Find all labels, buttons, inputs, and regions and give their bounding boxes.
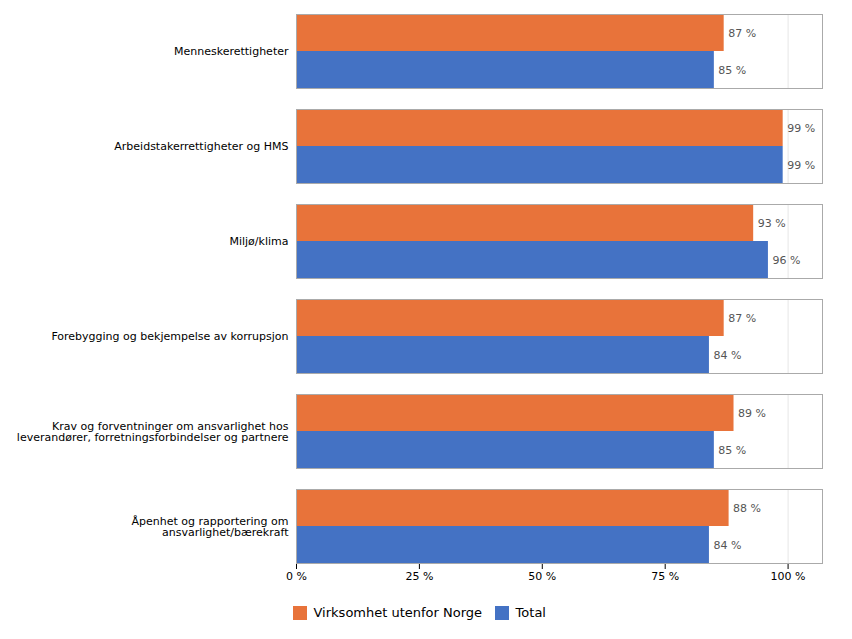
svg-text:87 %: 87 % xyxy=(728,312,756,325)
svg-text:99 %: 99 % xyxy=(787,159,815,172)
svg-text:50 %: 50 % xyxy=(528,570,556,583)
svg-text:85 %: 85 % xyxy=(718,444,746,457)
svg-text:89 %: 89 % xyxy=(738,407,766,420)
svg-text:Åpenhet og rapportering omansv: Åpenhet og rapportering omansvarlighet/b… xyxy=(131,515,289,539)
svg-text:85 %: 85 % xyxy=(718,64,746,77)
svg-text:75 %: 75 % xyxy=(651,570,679,583)
svg-text:100 %: 100 % xyxy=(771,570,806,583)
svg-text:Miljø/klima: Miljø/klima xyxy=(229,235,288,248)
svg-text:Arbeidstakerrettigheter og HMS: Arbeidstakerrettigheter og HMS xyxy=(114,140,288,153)
svg-text:84 %: 84 % xyxy=(713,539,741,552)
html-text:Total: Total xyxy=(515,605,546,620)
svg-text:96 %: 96 % xyxy=(772,254,800,267)
svg-text:84 %: 84 % xyxy=(713,349,741,362)
svg-text:93 %: 93 % xyxy=(758,217,786,230)
svg-text:87 %: 87 % xyxy=(728,27,756,40)
svg-text:Menneskerettigheter: Menneskerettigheter xyxy=(174,45,289,58)
svg-text:0 %: 0 % xyxy=(286,570,307,583)
svg-text:25 %: 25 % xyxy=(405,570,433,583)
svg-text:88 %: 88 % xyxy=(733,502,761,515)
svg-text:Forebygging og bekjempelse av: Forebygging og bekjempelse av korrupsjon xyxy=(51,330,288,343)
svg-text:99 %: 99 % xyxy=(787,122,815,135)
html-text:Virksomhet utenfor Norge: Virksomhet utenfor Norge xyxy=(313,605,483,620)
svg-text:Krav og forventninger om ansva: Krav og forventninger om ansvarlighet ho… xyxy=(17,420,289,444)
